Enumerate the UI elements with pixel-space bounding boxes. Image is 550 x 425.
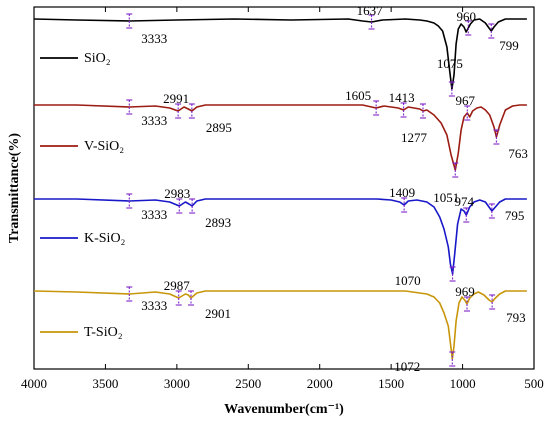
peak-label: 3333 xyxy=(141,113,167,128)
peak-label: 2893 xyxy=(205,215,231,230)
peak-label: 799 xyxy=(499,38,519,53)
legend-label-0: SiO₂ xyxy=(84,51,111,66)
peak-label: 2895 xyxy=(206,120,232,135)
peak-label: 1605 xyxy=(345,88,371,103)
peak-label: 969 xyxy=(455,284,475,299)
plot-frame xyxy=(33,6,535,370)
legend-label-3: T-SiO₂ xyxy=(84,325,123,340)
peak-label: 1072 xyxy=(394,359,420,374)
series-line-3 xyxy=(33,290,527,360)
peak-label: 2901 xyxy=(205,306,231,321)
peak-label: 1413 xyxy=(389,90,415,105)
peak-label: 763 xyxy=(508,146,528,161)
x-tick-label: 500 xyxy=(524,376,544,391)
peak-label: 3333 xyxy=(141,298,167,313)
peak-markers xyxy=(126,13,500,367)
x-tick-label: 1000 xyxy=(450,376,476,391)
peak-label: 3333 xyxy=(141,207,167,222)
x-tick-label: 2000 xyxy=(307,376,333,391)
peak-label: 2987 xyxy=(164,278,191,293)
x-tick-label: 4000 xyxy=(21,376,47,391)
peak-label: 2991 xyxy=(163,91,189,106)
peak-label: 1070 xyxy=(395,273,421,288)
x-axis: 4000 3500 3000 2500 2000 1500 1000 500 xyxy=(21,7,544,391)
peak-label: 1051 xyxy=(433,190,459,205)
peak-label: 1277 xyxy=(401,130,428,145)
y-axis-label: Transmittance(%) xyxy=(7,133,22,243)
x-tick-label: 1500 xyxy=(378,376,404,391)
peak-label: 974 xyxy=(455,194,475,209)
peak-label: 793 xyxy=(506,310,525,325)
x-tick-label: 2500 xyxy=(235,376,261,391)
peak-label: 2983 xyxy=(164,186,190,201)
peak-label: 1409 xyxy=(389,185,415,200)
x-tick-label: 3500 xyxy=(92,376,118,391)
legend-label-1: V-SiO₂ xyxy=(84,139,124,154)
peak-label: 967 xyxy=(456,93,476,108)
legend-label-2: K-SiO₂ xyxy=(84,231,126,246)
x-tick-label: 3000 xyxy=(164,376,190,391)
series-line-1 xyxy=(34,104,527,171)
x-axis-label: Wavenumber(cm⁻¹) xyxy=(224,402,344,417)
peak-label: 1637 xyxy=(357,3,384,18)
peak-label: 3333 xyxy=(141,31,167,46)
peak-label: 1075 xyxy=(437,56,463,71)
peak-label: 960 xyxy=(457,9,477,24)
series-line-2 xyxy=(34,198,527,275)
peak-label: 795 xyxy=(505,208,525,223)
legend: SiO₂ V-SiO₂ K-SiO₂ T-SiO₂ xyxy=(40,51,126,340)
peak-labels: 3333 1637 960 1075 799 3333 2991 2895 1605 1413 12… xyxy=(141,3,528,374)
